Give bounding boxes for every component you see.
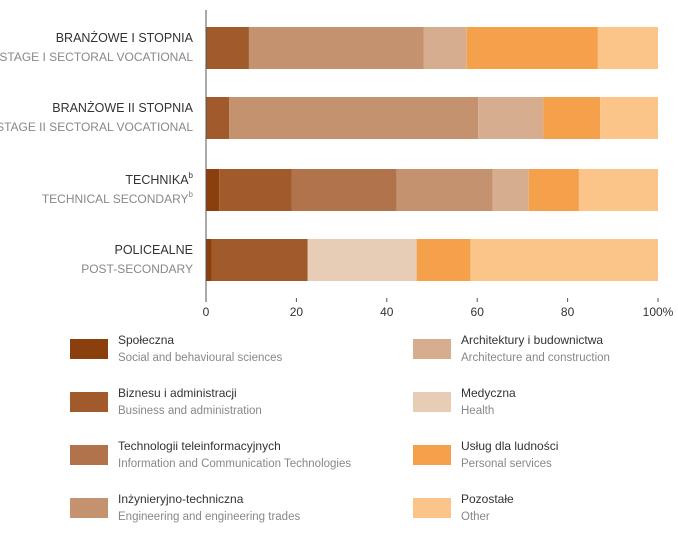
x-tick-label: 80 <box>561 305 575 319</box>
bar-segment <box>248 27 424 69</box>
legend-swatch <box>70 445 108 465</box>
x-tick-label: 0 <box>203 305 210 319</box>
category-name-en: STAGE II SECTORAL VOCATIONAL <box>0 120 193 134</box>
category-label-en: TECHNICAL SECONDARYb <box>42 190 194 206</box>
legend-label-en: Social and behavioural sciences <box>118 352 283 364</box>
category-label: POLICEALNE <box>114 243 193 257</box>
footnote-mark: b <box>189 171 194 180</box>
category-label: TECHNIKAb <box>125 171 193 187</box>
legend-swatch <box>413 498 451 518</box>
x-tick-label: 20 <box>290 305 304 319</box>
bar-segment <box>600 97 658 139</box>
legend-label: Inżynieryjno-techniczna <box>118 492 244 506</box>
legend-label: Społeczna <box>118 333 174 347</box>
legend-label-en: Personal services <box>461 458 552 470</box>
category-label-en: POST-SECONDARY <box>81 262 193 276</box>
category-label-en: STAGE I SECTORAL VOCATIONAL <box>0 50 193 64</box>
category-label: BRANŻOWE II STOPNIA <box>52 101 193 115</box>
bar-segment <box>528 169 579 211</box>
footnote-mark: b <box>189 190 194 199</box>
legend-label-en: Business and administration <box>118 405 262 417</box>
legend-swatch <box>70 392 108 412</box>
bar-segment <box>416 239 471 281</box>
category-name: BRANŻOWE I STOPNIA <box>56 31 194 45</box>
legend-label-en: Architecture and construction <box>461 352 610 364</box>
legend-label-en: Other <box>461 511 490 523</box>
x-tick-label: 40 <box>380 305 394 319</box>
category-name-en: STAGE I SECTORAL VOCATIONAL <box>0 50 193 64</box>
legend-label-en: Engineering and engineering trades <box>118 511 300 523</box>
legend-swatch <box>413 445 451 465</box>
bar-segment <box>423 27 467 69</box>
bar-segment <box>219 169 292 211</box>
bar-segment <box>597 27 658 69</box>
bar-segment <box>396 169 493 211</box>
bar-segment <box>206 169 220 211</box>
legend-label: Pozostałe <box>461 492 514 506</box>
legend-label: Technologii teleinformacyjnych <box>118 439 281 453</box>
category-name-en: POST-SECONDARY <box>81 262 193 276</box>
bar-segment <box>478 97 544 139</box>
bar-segment <box>206 27 249 69</box>
bar-segment <box>206 239 212 281</box>
legend-label-en: Information and Communication Technologi… <box>118 458 351 470</box>
category-name: BRANŻOWE II STOPNIA <box>52 101 193 115</box>
bar-segment <box>211 239 308 281</box>
legend-label: Medyczna <box>461 386 516 400</box>
bar-segment <box>307 239 417 281</box>
legend-swatch <box>413 339 451 359</box>
category-label: BRANŻOWE I STOPNIA <box>56 31 194 45</box>
legend-label-en: Health <box>461 405 494 417</box>
legend-swatch <box>70 498 108 518</box>
bar-segment <box>470 239 658 281</box>
x-tick-label: 60 <box>471 305 485 319</box>
bar-segment <box>578 169 658 211</box>
bar-segment <box>206 97 230 139</box>
category-name: POLICEALNE <box>114 243 193 257</box>
legend-label: Architektury i budownictwa <box>461 333 603 347</box>
bar-segment <box>543 97 601 139</box>
category-label-en: STAGE II SECTORAL VOCATIONAL <box>0 120 193 134</box>
legend-label: Biznesu i administracji <box>118 386 237 400</box>
legend-swatch <box>70 339 108 359</box>
legend-swatch <box>413 392 451 412</box>
bar-segment <box>466 27 598 69</box>
bar-segment <box>291 169 397 211</box>
x-tick-label: 100% <box>643 305 674 319</box>
bar-segment <box>229 97 479 139</box>
category-name: TECHNIKA <box>125 173 189 187</box>
category-name-en: TECHNICAL SECONDARY <box>42 192 189 206</box>
bar-segment <box>492 169 529 211</box>
legend-label: Usług dla ludności <box>461 439 558 453</box>
